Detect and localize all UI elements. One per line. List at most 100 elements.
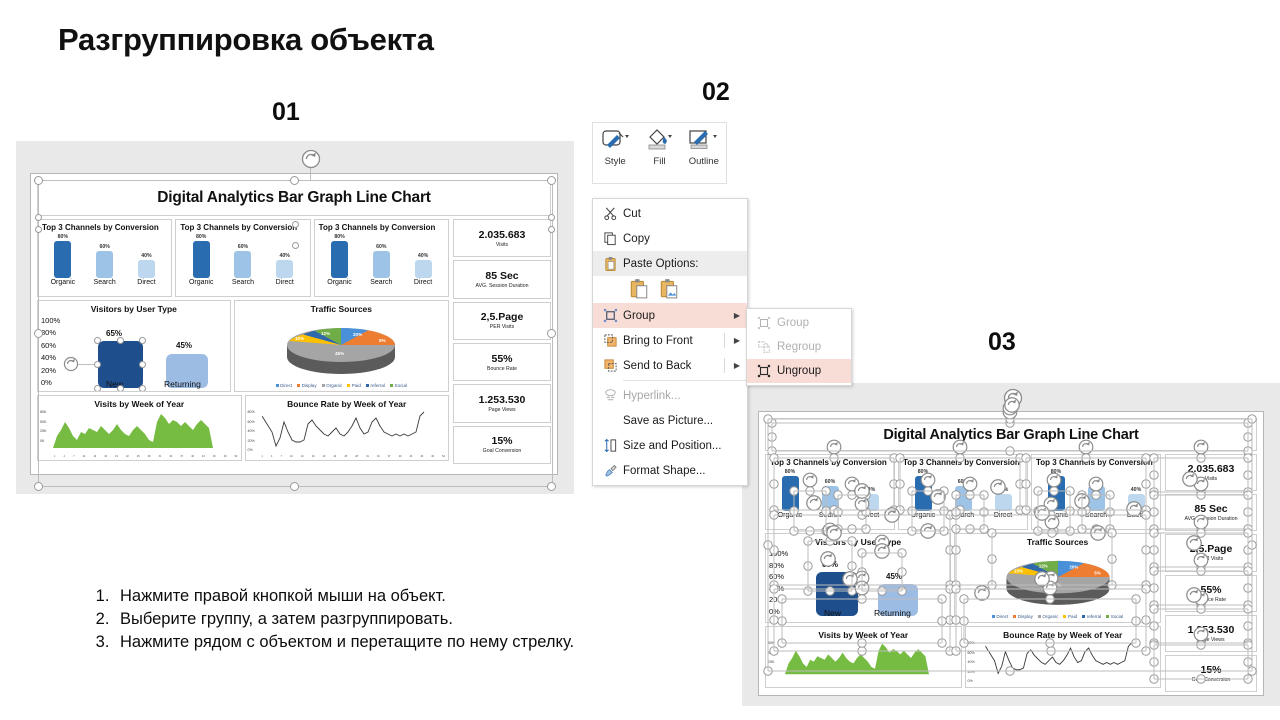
kpi-label: Page Views — [488, 406, 516, 413]
kpi-card-session-duration[interactable]: 85 Sec AVG. Session Duration — [1165, 494, 1257, 532]
bounce-y-axis: 80% 60% 40% 20% 0% — [248, 408, 255, 456]
visitors-by-user-type-card[interactable]: Visitors by User Type 100% 80% 60% 40% 2… — [765, 533, 952, 623]
menu-item-bring-to-front[interactable]: Bring to Front ▶ — [593, 328, 747, 353]
bar-label: Direct — [860, 512, 880, 519]
shape-handle-e[interactable] — [139, 361, 146, 368]
group-handle-ne[interactable] — [547, 176, 556, 185]
dashboard-figure[interactable]: Digital Analytics Bar Graph Line Chart T… — [30, 173, 558, 475]
kpi-card-pages-per-visit[interactable]: 2,5.Page PER Visits — [1165, 534, 1257, 572]
paste-picture-icon[interactable] — [659, 278, 679, 299]
column-value-new: 65% — [106, 329, 123, 338]
menu-item-send-to-back[interactable]: Send to Back ▶ — [593, 353, 747, 378]
inner-handle[interactable] — [548, 226, 555, 233]
bar-value: 60% — [99, 244, 110, 250]
bar-card-2[interactable]: Top 3 Channels by Conversion 80% 60% — [175, 219, 311, 297]
kpi-card-bounce-rate[interactable]: 55% Bounce Rate — [1165, 574, 1257, 612]
column-returning[interactable] — [166, 354, 208, 388]
rotate-handle-icon[interactable] — [298, 146, 324, 172]
kpi-card-session-duration[interactable]: 85 Sec AVG. Session Duration — [453, 260, 551, 299]
visitors-by-user-type-card[interactable]: Visitors by User Type 100% 80% 60% 40% 2… — [37, 300, 231, 392]
toolbar-button-style[interactable]: Style — [593, 128, 637, 167]
mini-toolbar[interactable]: Style Fill Outline — [592, 122, 727, 184]
shape-handle-ne[interactable] — [139, 337, 146, 344]
traffic-sources-card[interactable]: Traffic Sources — [233, 300, 449, 392]
menu-item-copy[interactable]: Copy — [593, 226, 747, 251]
inner-handle[interactable] — [292, 221, 299, 228]
chevron-right-icon: ▶ — [733, 361, 740, 370]
menu-item-group[interactable]: Group ▶ — [593, 303, 747, 328]
toolbar-button-outline[interactable]: Outline — [682, 128, 726, 167]
paste-options-row[interactable] — [593, 276, 747, 303]
group-handle-sw[interactable] — [34, 482, 43, 491]
group-handle-n[interactable] — [290, 176, 299, 185]
shape-handle-w[interactable] — [94, 361, 101, 368]
pie-chart[interactable]: 20% 5% 45% 10% 12% — [275, 317, 407, 379]
inner-handle[interactable] — [292, 242, 299, 249]
kpi-card-bounce-rate[interactable]: 55% Bounce Rate — [453, 342, 551, 382]
dashboard-title-box: Digital Analytics Bar Graph Line Chart — [765, 418, 1257, 451]
rotate-handle-icon[interactable] — [61, 354, 81, 374]
visits-by-week-card[interactable]: Visits by Week of Year 80K 50K 25K 0K — [37, 395, 242, 461]
inner-handle[interactable] — [35, 226, 42, 233]
shape-handle-n[interactable] — [117, 337, 124, 344]
kpi-card-page-views[interactable]: 1.253.530 Page Views — [1165, 614, 1257, 652]
group-handle-w[interactable] — [34, 329, 43, 338]
shape-handle-s[interactable] — [117, 385, 124, 391]
column-value-new: 65% — [822, 560, 839, 569]
kpi-card-visits[interactable]: 2.035.683 Visits — [1165, 454, 1257, 492]
y-tick: 25K — [768, 660, 775, 664]
bar-card-3[interactable]: Top 3 Channels by Conversion 80% 60% — [313, 219, 449, 297]
bar-item: 40% — [404, 234, 442, 278]
kpi-card-visits[interactable]: 2.035.683 Visits — [453, 219, 551, 258]
menu-item-cut[interactable]: Cut — [593, 201, 747, 226]
outline-icon — [689, 130, 717, 149]
shape-handle-nw[interactable] — [94, 337, 101, 344]
submenu-item-ungroup[interactable]: Ungroup — [747, 359, 851, 383]
bar-card-3[interactable]: Top 3 Channels by Conversion 80% 60% 40%… — [1031, 454, 1161, 530]
pie-chart[interactable]: 20% 5% 45% 10% 12% — [995, 550, 1121, 610]
kpi-card-pages-per-visit[interactable]: 2,5.Page PER Visits — [453, 301, 551, 340]
inner-handle[interactable] — [35, 214, 42, 221]
menu-item-size-and-position[interactable]: Size and Position... — [593, 433, 747, 458]
shape-handle-sw[interactable] — [94, 385, 101, 391]
bar-category-labels: Organic Search Direct — [319, 279, 444, 286]
traffic-sources-card[interactable]: Traffic Sources — [954, 533, 1161, 623]
paste-keep-source-icon[interactable] — [629, 278, 649, 299]
visits-by-week-card[interactable]: Visits by Week of Year 80K 50K 25K 0K — [765, 626, 962, 688]
group-handle-s[interactable] — [290, 482, 299, 491]
bar-shape-search — [1087, 486, 1105, 511]
bounce-chart-title: Bounce Rate by Week of Year — [287, 399, 407, 409]
bounce-rate-by-week-card[interactable]: Bounce Rate by Week of Year 80% 60% 40% … — [244, 395, 449, 461]
kpi-card-page-views[interactable]: 1.253.530 Page Views — [453, 384, 551, 423]
kpi-card-goal-conversion[interactable]: 15% Goal Conversion — [1165, 654, 1257, 693]
rotate-handle-icon[interactable] — [1000, 385, 1026, 411]
inner-handle[interactable] — [548, 214, 555, 221]
group-handle-e[interactable] — [547, 329, 556, 338]
bar-group: 80% 60% 40% — [903, 469, 1023, 511]
kpi-card-goal-conversion[interactable]: 15% Goal Conversion — [453, 425, 551, 464]
bar-card-1[interactable]: Top 3 Channels by Conversion 80% 60% — [37, 219, 173, 297]
menu-item-label: Bring to Front — [623, 334, 693, 347]
size-position-icon — [597, 438, 623, 453]
bounce-rate-by-week-card[interactable]: Bounce Rate by Week of Year 80% 60% 40% … — [964, 626, 1161, 688]
context-menu[interactable]: Cut Copy Paste Options: — [592, 198, 748, 486]
toolbar-button-fill[interactable]: Fill — [637, 128, 681, 167]
bar-card-1[interactable]: Top 3 Channels by Conversion 80% 60% 40%… — [765, 454, 895, 530]
y-tick: 40% — [247, 429, 255, 433]
group-handle-se[interactable] — [547, 482, 556, 491]
bar-shape-direct — [137, 260, 155, 278]
menu-item-format-shape[interactable]: Format Shape... — [593, 458, 747, 483]
bar-label: Organic — [1043, 512, 1069, 519]
column-new[interactable] — [98, 341, 143, 388]
y-tick: 20% — [247, 438, 255, 443]
kpi-value: 15% — [1200, 663, 1222, 676]
group-handle-nw[interactable] — [34, 176, 43, 185]
bar-card-2[interactable]: Top 3 Channels by Conversion 80% 60% 40%… — [898, 454, 1028, 530]
group-submenu[interactable]: Group Regroup Un — [746, 308, 852, 386]
shape-handle-se[interactable] — [139, 385, 146, 391]
kpi-label: Goal Conversion — [1191, 676, 1231, 683]
submenu-item-label: Regroup — [777, 341, 822, 353]
menu-item-save-as-picture[interactable]: Save as Picture... — [593, 408, 747, 433]
bar-shape-search — [821, 486, 839, 511]
dashboard-figure-ungrouped[interactable]: Digital Analytics Bar Graph Line Chart T… — [758, 411, 1264, 696]
